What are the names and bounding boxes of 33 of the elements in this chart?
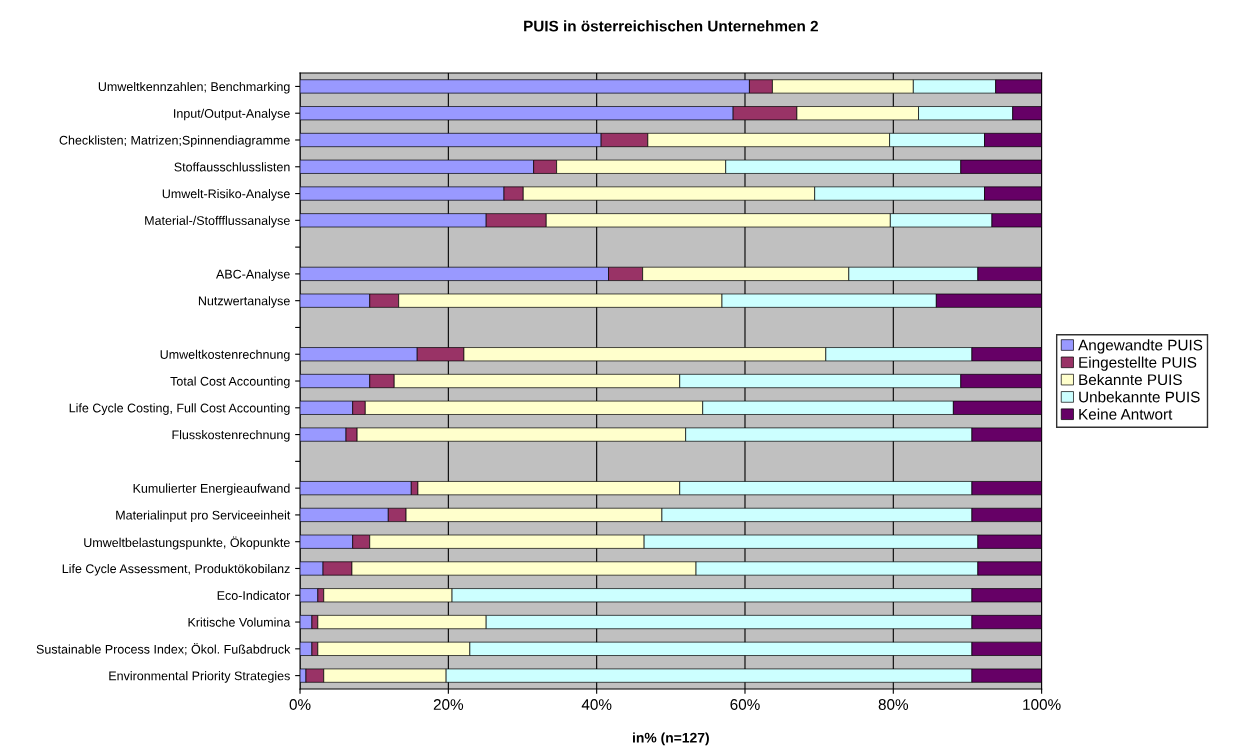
y-tick-label: Input/Output-Analyse: [174, 108, 290, 121]
x-tick-label: 60%: [730, 699, 760, 710]
legend-label: Eingestellte PUIS: [1079, 356, 1197, 371]
y-tick-label: Nutzwertanalyse: [198, 296, 290, 308]
legend-label: Bekannte PUIS: [1079, 373, 1182, 386]
y-tick-label: Total Cost Accounting: [170, 376, 290, 389]
legend-label: Keine Antwort: [1079, 408, 1173, 420]
legend-label: Unbekannte PUIS: [1079, 391, 1200, 403]
legend-label: Angewandte PUIS: [1078, 339, 1203, 354]
y-tick-label: Life Cycle Costing, Full Cost Accounting: [69, 403, 290, 415]
x-tick-label: 20%: [433, 699, 464, 710]
x-tick-label: 40%: [581, 699, 612, 710]
y-tick-label: Stoffausschlusslisten: [174, 162, 290, 172]
y-tick-label: Kumulierter Energieaufwand: [133, 483, 290, 496]
y-tick-label: Eco-Indicator: [217, 590, 291, 600]
y-tick-label: Sustainable Process Index; Ökol. Fußabdruck: [36, 643, 291, 656]
chart-title: PUIS in österreichischen Unternehmen 2: [524, 20, 818, 32]
y-tick-label: Life Cycle Assessment, Produktökobilanz: [62, 563, 290, 576]
y-tick-label: Material-/Stoffflussanalyse: [145, 215, 290, 228]
x-tick-label: 0%: [289, 699, 311, 710]
x-tick-label: 100%: [1023, 699, 1061, 710]
y-tick-label: Umweltbelastungspunkte, Ökopunkte: [84, 536, 290, 550]
y-tick-label: Umweltkennzahlen; Benchmarking: [98, 81, 290, 94]
y-tick-label: Umweltkostenrechnung: [160, 349, 290, 362]
y-tick-label: Materialinput pro Serviceeinheit: [116, 510, 291, 523]
y-tick-label: ABC-Analyse: [216, 269, 290, 282]
x-tick-label: 80%: [878, 699, 909, 710]
y-tick-label: Kritische Volumina: [188, 617, 291, 627]
y-tick-label: Umwelt-Risiko-Analyse: [162, 189, 290, 201]
x-axis-title: in% (n=127): [633, 732, 709, 746]
y-tick-label: Checklisten; Matrizen;Spinnendiagramme: [59, 135, 290, 148]
y-tick-label: Environmental Priority Strategies: [109, 671, 290, 683]
y-tick-label: Flusskostenrechnung: [172, 430, 290, 442]
